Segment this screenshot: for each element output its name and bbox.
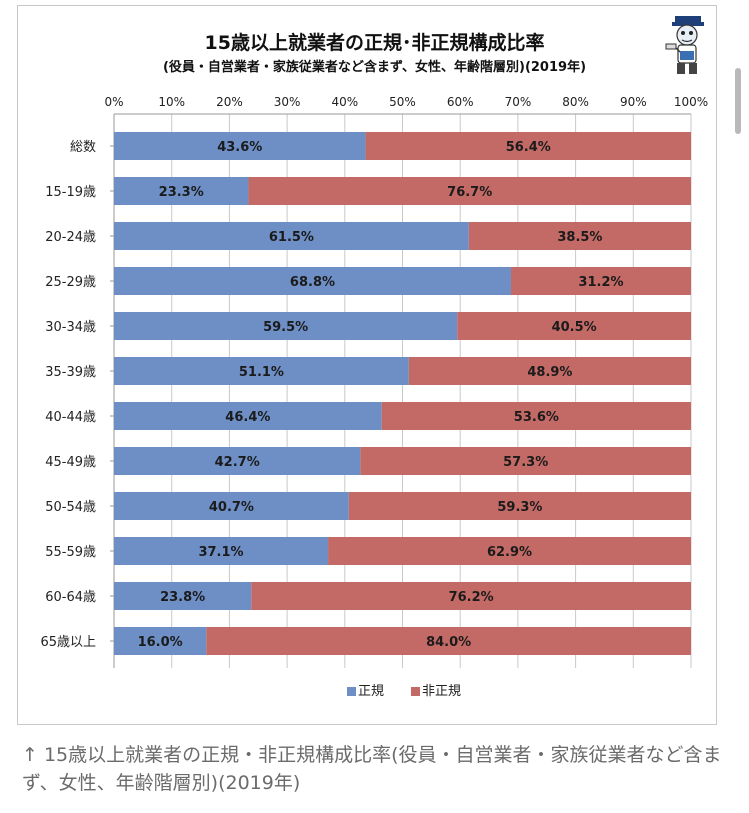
- bar-hiseiki: [251, 582, 692, 610]
- bar-seiki: [114, 222, 469, 250]
- mascot-logo: [665, 16, 704, 74]
- bar-seiki: [114, 177, 249, 205]
- data-label: 53.6%: [514, 410, 559, 425]
- x-tick-label: 40%: [331, 95, 358, 109]
- bar-seiki: [114, 582, 252, 610]
- scrollbar-thumb[interactable]: [735, 68, 741, 134]
- bar-seiki: [114, 357, 409, 385]
- data-label: 31.2%: [578, 275, 623, 290]
- category-label: 55-59歳: [45, 545, 96, 560]
- bar-hiseiki: [348, 492, 691, 520]
- bar-hiseiki: [360, 447, 691, 475]
- x-tick-label: 20%: [216, 95, 243, 109]
- data-label: 43.6%: [217, 140, 262, 155]
- bar-hiseiki: [381, 402, 691, 430]
- data-label: 59.5%: [263, 320, 308, 335]
- x-tick-label: 50%: [389, 95, 416, 109]
- category-label: 20-24歳: [45, 230, 96, 245]
- data-label: 46.4%: [225, 410, 270, 425]
- data-label: 51.1%: [239, 365, 284, 380]
- bar-seiki: [114, 132, 366, 160]
- bar-hiseiki: [206, 627, 691, 655]
- category-label: 30-34歳: [45, 320, 96, 335]
- category-label: 50-54歳: [45, 500, 96, 515]
- category-label: 45-49歳: [45, 455, 96, 470]
- category-label: 40-44歳: [45, 410, 96, 425]
- category-label: 25-29歳: [45, 275, 96, 290]
- figure-caption: ↑ 15歳以上就業者の正規・非正規構成比率(役員・自営業者・家族従業者など含まず…: [22, 744, 722, 794]
- data-label: 23.8%: [160, 590, 205, 605]
- data-label: 16.0%: [138, 635, 183, 650]
- data-label: 40.7%: [209, 500, 254, 515]
- bar-seiki: [114, 627, 207, 655]
- x-tick-label: 70%: [505, 95, 532, 109]
- chart-title: 15歳以上就業者の正規･非正規構成比率: [204, 32, 545, 54]
- bar-hiseiki: [510, 267, 691, 295]
- bar-hiseiki: [468, 222, 691, 250]
- chart-plot: 0% 10% 20% 30% 40% 50% 60% 70% 80% 90% 100% 総数 43.6%…: [40, 95, 708, 699]
- data-label: 76.7%: [447, 185, 492, 200]
- bar-hiseiki: [248, 177, 692, 205]
- chart-subtitle: (役員・自営業者・家族従業者など含まず、女性、年齢階層別)(2019年): [162, 60, 587, 75]
- category-label: 65歳以上: [40, 635, 96, 650]
- data-label: 42.7%: [215, 455, 260, 470]
- data-label: 48.9%: [527, 365, 572, 380]
- legend-label: 非正規: [422, 684, 461, 699]
- x-tick-label: 10%: [158, 95, 185, 109]
- bar-hiseiki: [408, 357, 691, 385]
- x-tick-label: 80%: [562, 95, 589, 109]
- x-tick-label: 30%: [274, 95, 301, 109]
- legend-swatch-hiseiki: [411, 687, 420, 696]
- category-label: 総数: [70, 140, 96, 155]
- bar-seiki: [114, 492, 349, 520]
- legend-label: 正規: [358, 684, 384, 699]
- category-label: 35-39歳: [45, 365, 96, 380]
- bar-seiki: [114, 267, 511, 295]
- data-label: 23.3%: [159, 185, 204, 200]
- data-label: 37.1%: [198, 545, 243, 560]
- bar-seiki: [114, 537, 329, 565]
- x-tick-label: 100%: [674, 95, 708, 109]
- legend-swatch-seiki: [347, 687, 356, 696]
- x-tick-label: 0%: [104, 95, 123, 109]
- bar-seiki: [114, 447, 361, 475]
- x-tick-label: 60%: [447, 95, 474, 109]
- bar-seiki: [114, 312, 458, 340]
- data-label: 76.2%: [449, 590, 494, 605]
- data-label: 84.0%: [426, 635, 471, 650]
- bar-hiseiki: [365, 132, 691, 160]
- x-tick-label: 90%: [620, 95, 647, 109]
- category-label: 15-19歳: [45, 185, 96, 200]
- bar-hiseiki: [457, 312, 691, 340]
- bar-seiki: [114, 402, 382, 430]
- data-label: 68.8%: [290, 275, 335, 290]
- data-label: 61.5%: [269, 230, 314, 245]
- data-label: 62.9%: [487, 545, 532, 560]
- data-label: 38.5%: [557, 230, 602, 245]
- data-label: 56.4%: [506, 140, 551, 155]
- category-label: 60-64歳: [45, 590, 96, 605]
- bar-hiseiki: [328, 537, 691, 565]
- data-label: 40.5%: [552, 320, 597, 335]
- data-label: 57.3%: [503, 455, 548, 470]
- data-label: 59.3%: [497, 500, 542, 515]
